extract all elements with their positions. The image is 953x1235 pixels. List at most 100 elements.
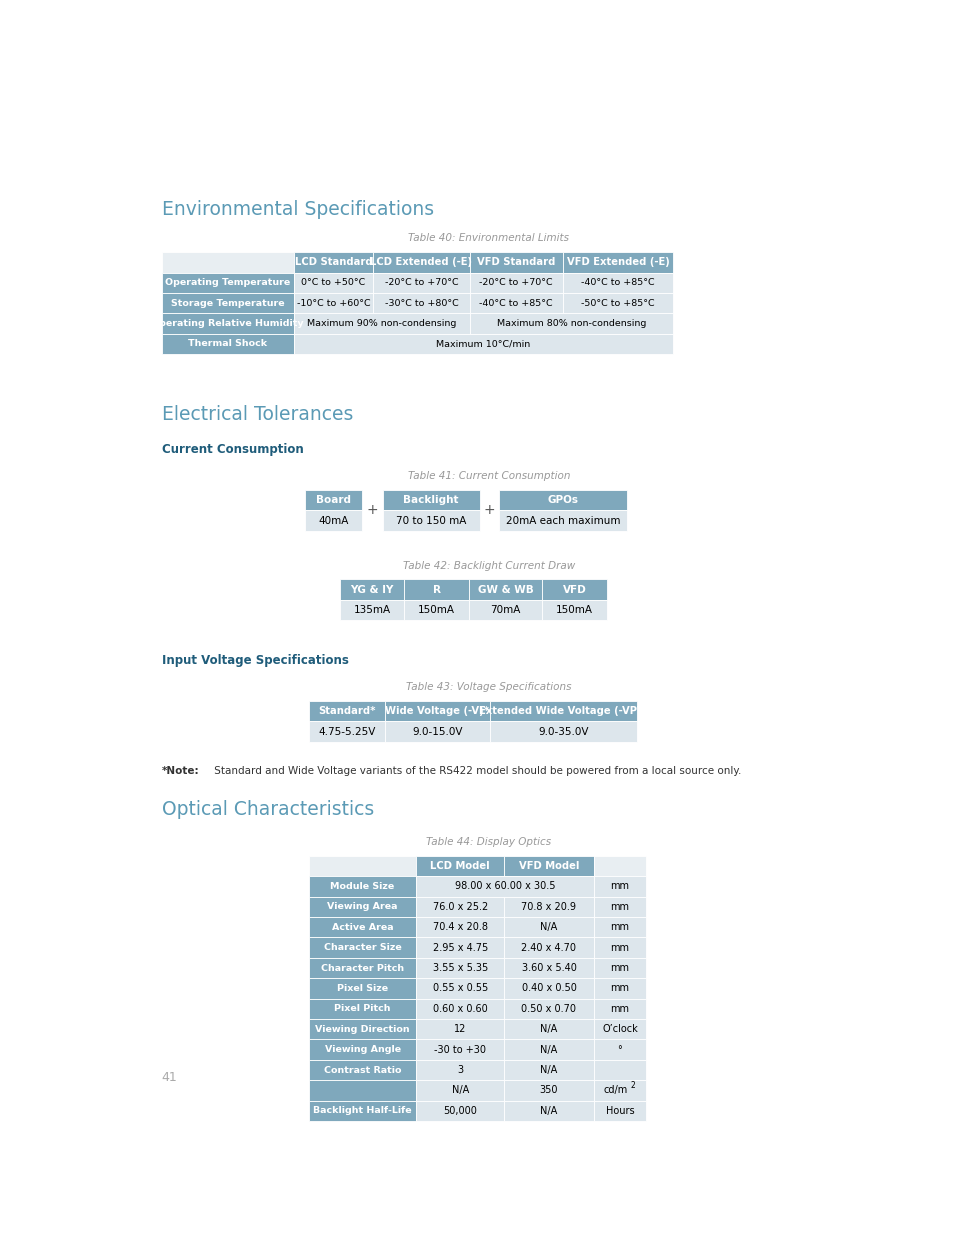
- Text: Extended Wide Voltage (-VPT): Extended Wide Voltage (-VPT): [478, 706, 647, 716]
- Bar: [504, 1081, 593, 1100]
- Text: -20°C to +70°C: -20°C to +70°C: [384, 278, 457, 288]
- Text: Environmental Specifications: Environmental Specifications: [162, 200, 434, 220]
- Bar: [542, 579, 606, 600]
- Text: N/A: N/A: [539, 1045, 557, 1055]
- Bar: [504, 1040, 593, 1060]
- Text: Active Area: Active Area: [332, 923, 393, 931]
- Bar: [504, 937, 593, 958]
- Text: Maximum 80% non-condensing: Maximum 80% non-condensing: [497, 319, 645, 329]
- Text: 350: 350: [539, 1086, 558, 1095]
- Text: 0.40 x 0.50: 0.40 x 0.50: [521, 983, 576, 993]
- Text: Table 44: Display Optics: Table 44: Display Optics: [426, 837, 551, 847]
- Text: VFD Standard: VFD Standard: [476, 257, 555, 267]
- Bar: [469, 252, 562, 273]
- Text: Input Voltage Specifications: Input Voltage Specifications: [162, 653, 349, 667]
- Text: N/A: N/A: [539, 1105, 557, 1116]
- Text: 76.0 x 25.2: 76.0 x 25.2: [432, 902, 487, 911]
- Bar: [504, 999, 593, 1019]
- Text: VFD Extended (-E): VFD Extended (-E): [566, 257, 669, 267]
- Bar: [294, 252, 373, 273]
- Bar: [593, 1081, 645, 1100]
- Bar: [593, 999, 645, 1019]
- Bar: [340, 579, 404, 600]
- Bar: [309, 877, 416, 897]
- Text: Storage Temperature: Storage Temperature: [171, 299, 284, 308]
- Bar: [593, 978, 645, 999]
- Bar: [162, 252, 294, 273]
- Bar: [309, 999, 416, 1019]
- Text: 70 to 150 mA: 70 to 150 mA: [395, 516, 466, 526]
- Bar: [504, 1100, 593, 1121]
- Text: Table 40: Environmental Limits: Table 40: Environmental Limits: [408, 233, 569, 243]
- Text: 50,000: 50,000: [443, 1105, 476, 1116]
- Text: 150mA: 150mA: [556, 605, 593, 615]
- Bar: [416, 937, 504, 958]
- Text: 3: 3: [456, 1065, 463, 1076]
- Text: 70.4 x 20.8: 70.4 x 20.8: [433, 923, 487, 932]
- Bar: [309, 937, 416, 958]
- Text: VFD Model: VFD Model: [518, 861, 578, 871]
- Bar: [309, 1019, 416, 1040]
- Bar: [416, 897, 504, 918]
- Text: Backlight Half-Life: Backlight Half-Life: [313, 1107, 412, 1115]
- Bar: [309, 978, 416, 999]
- Text: VFD: VFD: [562, 584, 586, 594]
- Text: LCD Standard: LCD Standard: [294, 257, 372, 267]
- Bar: [498, 490, 626, 510]
- Text: Viewing Direction: Viewing Direction: [314, 1025, 410, 1034]
- Text: 70.8 x 20.9: 70.8 x 20.9: [521, 902, 576, 911]
- Bar: [309, 1040, 416, 1060]
- Text: N/A: N/A: [539, 923, 557, 932]
- Text: 9.0-15.0V: 9.0-15.0V: [412, 726, 462, 736]
- Text: mm: mm: [610, 1004, 629, 1014]
- Text: 2: 2: [630, 1081, 635, 1089]
- Bar: [309, 856, 416, 877]
- Text: Wide Voltage (-V)*: Wide Voltage (-V)*: [385, 706, 489, 716]
- Bar: [305, 490, 361, 510]
- Bar: [593, 918, 645, 937]
- Bar: [162, 333, 294, 354]
- Bar: [382, 510, 479, 531]
- Bar: [309, 918, 416, 937]
- Bar: [294, 293, 373, 314]
- Text: -30°C to +80°C: -30°C to +80°C: [384, 299, 457, 308]
- Text: -30 to +30: -30 to +30: [434, 1045, 486, 1055]
- Text: 0.55 x 0.55: 0.55 x 0.55: [432, 983, 487, 993]
- Text: 3.60 x 5.40: 3.60 x 5.40: [521, 963, 576, 973]
- Bar: [162, 293, 294, 314]
- Text: 0.60 x 0.60: 0.60 x 0.60: [433, 1004, 487, 1014]
- Bar: [504, 958, 593, 978]
- Bar: [416, 1019, 504, 1040]
- Bar: [562, 252, 673, 273]
- Text: Maximum 10°C/min: Maximum 10°C/min: [436, 340, 530, 348]
- Text: Viewing Area: Viewing Area: [327, 903, 397, 911]
- Bar: [373, 273, 469, 293]
- Text: 41: 41: [162, 1071, 177, 1084]
- Text: 98.00 x 60.00 x 30.5: 98.00 x 60.00 x 30.5: [454, 882, 555, 892]
- Bar: [416, 1081, 504, 1100]
- Bar: [416, 877, 593, 897]
- Text: 150mA: 150mA: [417, 605, 455, 615]
- Bar: [294, 314, 469, 333]
- Text: LCD Extended (-E): LCD Extended (-E): [370, 257, 472, 267]
- Text: GPOs: GPOs: [547, 495, 578, 505]
- Text: +: +: [366, 504, 377, 517]
- Text: Pixel Pitch: Pixel Pitch: [334, 1004, 391, 1014]
- Text: O’clock: O’clock: [601, 1024, 638, 1034]
- Bar: [504, 1019, 593, 1040]
- Bar: [468, 600, 542, 620]
- Bar: [593, 856, 645, 877]
- Text: mm: mm: [610, 902, 629, 911]
- Text: GW & WB: GW & WB: [477, 584, 533, 594]
- Bar: [305, 510, 361, 531]
- Bar: [309, 701, 385, 721]
- Text: 4.75-5.25V: 4.75-5.25V: [318, 726, 375, 736]
- Bar: [542, 600, 606, 620]
- Text: 0°C to +50°C: 0°C to +50°C: [301, 278, 365, 288]
- Text: YG & IY: YG & IY: [351, 584, 394, 594]
- Text: -20°C to +70°C: -20°C to +70°C: [478, 278, 553, 288]
- Bar: [562, 293, 673, 314]
- Bar: [309, 1060, 416, 1081]
- Bar: [309, 721, 385, 742]
- Bar: [504, 897, 593, 918]
